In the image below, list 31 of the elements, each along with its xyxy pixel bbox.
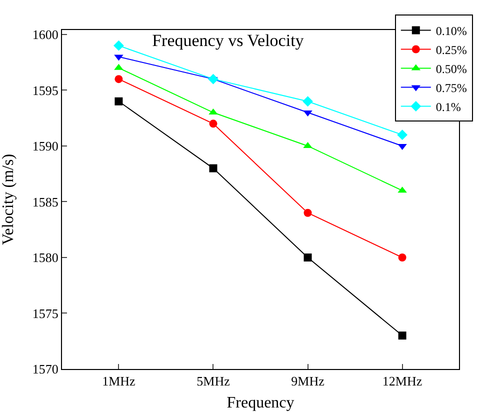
y-tick-label: 1570 — [32, 362, 58, 377]
point — [114, 40, 124, 51]
point — [209, 164, 218, 172]
point — [398, 253, 406, 262]
x-tick-label: 1MHz — [102, 374, 136, 389]
point — [397, 130, 408, 140]
point — [304, 208, 312, 217]
legend-label: 0.25% — [436, 42, 467, 57]
point — [209, 120, 218, 128]
point — [302, 96, 313, 107]
x-axis-title: Frequency — [226, 394, 294, 412]
y-tick-label: 1595 — [32, 82, 58, 98]
y-tick-label: 1575 — [32, 306, 58, 321]
legend-label: 0.50% — [436, 62, 467, 76]
y-axis-title: Velocity (m/s) — [0, 154, 17, 246]
x-tick-label: 9MHz — [291, 374, 325, 389]
y-tick-label: 1600 — [32, 27, 58, 42]
x-tick-label: 12MHz — [382, 374, 422, 389]
y-tick-label: 1590 — [32, 138, 58, 154]
chart-title: Frequency vs Velocity — [152, 30, 304, 50]
y-tick-label: 1580 — [32, 250, 58, 266]
legend-label: 0.75% — [436, 80, 467, 95]
point — [208, 74, 218, 84]
legend-label: 0.10% — [436, 24, 467, 38]
point — [114, 75, 123, 84]
x-tick-label: 5MHz — [196, 374, 230, 389]
point — [304, 253, 312, 262]
y-tick-label: 1585 — [32, 194, 58, 210]
point — [398, 332, 406, 340]
point — [114, 97, 123, 106]
legend-label: 0.1% — [436, 100, 461, 114]
